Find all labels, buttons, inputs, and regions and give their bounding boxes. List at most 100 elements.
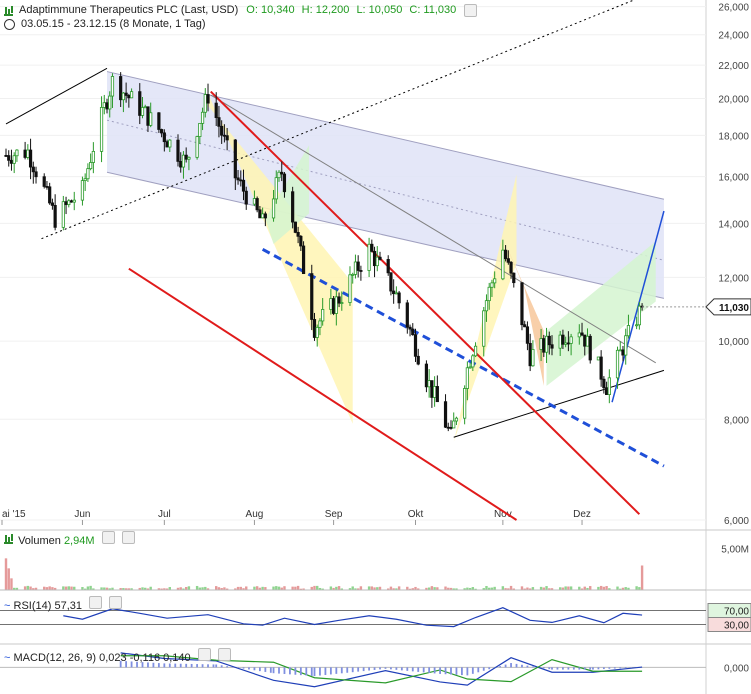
x-tick-label: Dez bbox=[573, 509, 591, 520]
volume-bar bbox=[408, 588, 412, 590]
candle-body bbox=[596, 356, 601, 361]
candle-body bbox=[503, 249, 508, 260]
macd-hist-bar bbox=[125, 661, 128, 668]
candle-body bbox=[176, 139, 180, 162]
macd-hist-bar bbox=[368, 667, 370, 671]
candle-body bbox=[359, 270, 363, 272]
candle-body bbox=[615, 349, 620, 379]
volume-bar bbox=[359, 586, 363, 590]
volume-bar bbox=[370, 586, 374, 590]
volume-bar bbox=[436, 587, 439, 590]
candle-body bbox=[411, 328, 415, 336]
macd-hist-bar bbox=[324, 667, 327, 675]
macd-settings-icon[interactable] bbox=[197, 648, 211, 661]
candle-body bbox=[528, 342, 532, 367]
volume-bar bbox=[512, 588, 515, 590]
volume-bar bbox=[583, 586, 586, 590]
volume-settings-icon[interactable] bbox=[101, 531, 115, 544]
macd-close-icon[interactable] bbox=[217, 648, 231, 661]
volume-bar bbox=[146, 588, 150, 590]
candle-body bbox=[258, 209, 262, 219]
volume-bar bbox=[356, 588, 360, 590]
regression-channel bbox=[107, 71, 664, 299]
volume-bar bbox=[258, 587, 262, 590]
candle-body bbox=[318, 320, 322, 328]
candle-body bbox=[12, 155, 16, 164]
volume-bar bbox=[318, 587, 322, 590]
candle-body bbox=[217, 117, 221, 127]
candle-body bbox=[48, 186, 52, 204]
volume-close-icon[interactable] bbox=[121, 531, 135, 544]
volume-bar bbox=[526, 587, 529, 590]
candles bbox=[4, 72, 644, 432]
volume-bar bbox=[548, 588, 551, 590]
macd-hist-bar bbox=[179, 663, 182, 668]
candle-body bbox=[4, 155, 8, 157]
volume-bar bbox=[206, 588, 210, 590]
candle-body bbox=[577, 332, 581, 338]
candle-body bbox=[405, 302, 409, 328]
macd-hist-bar bbox=[163, 663, 166, 668]
volume-bar bbox=[130, 588, 133, 590]
candle-body bbox=[261, 213, 265, 219]
volume-bar bbox=[53, 587, 57, 590]
candle-body bbox=[607, 377, 611, 395]
volume-bar bbox=[294, 586, 297, 590]
volume-bar bbox=[92, 588, 95, 590]
macd-hist-bar bbox=[168, 663, 171, 668]
candle-body bbox=[427, 380, 431, 388]
rsi-close-icon[interactable] bbox=[109, 596, 123, 609]
macd-hist-bar bbox=[592, 667, 594, 670]
volume-bar bbox=[275, 586, 278, 590]
volume-bar bbox=[26, 585, 30, 590]
macd-hist-bar bbox=[433, 667, 436, 674]
candle-body bbox=[140, 107, 145, 116]
macd-hist-bar bbox=[346, 667, 349, 673]
candle-body bbox=[195, 136, 199, 158]
macd-y-tick: 0,000 bbox=[724, 663, 749, 674]
volume-bar bbox=[337, 586, 341, 590]
volume-bar bbox=[332, 587, 335, 590]
channel-lower-line bbox=[106, 171, 665, 299]
candle-body bbox=[64, 201, 68, 206]
candle-body bbox=[520, 282, 524, 326]
volume-bar bbox=[474, 588, 477, 590]
macd-hist-bar bbox=[185, 663, 188, 668]
volume-bar bbox=[599, 585, 603, 590]
x-tick-label: Okt bbox=[408, 509, 424, 520]
candle-body bbox=[501, 249, 505, 280]
candle-body bbox=[198, 122, 202, 137]
candle-body bbox=[102, 102, 106, 108]
macd-hist-bar bbox=[624, 667, 627, 669]
candle-body bbox=[241, 179, 246, 192]
volume-bar bbox=[302, 588, 305, 590]
candle-body bbox=[53, 205, 57, 228]
macd-hist-bar bbox=[567, 667, 570, 670]
candle-body bbox=[449, 427, 453, 429]
candle-body bbox=[168, 139, 172, 148]
candle-body bbox=[121, 92, 125, 101]
candle-body bbox=[179, 160, 183, 168]
macd-hist-bar bbox=[510, 663, 512, 668]
volume-bar bbox=[466, 587, 469, 590]
settings-icon[interactable] bbox=[464, 3, 478, 17]
volume-bar bbox=[316, 585, 319, 590]
volume-bar bbox=[545, 586, 548, 590]
volume-bar bbox=[482, 588, 485, 590]
candle-body bbox=[635, 324, 639, 327]
macd-hist-bar bbox=[289, 667, 291, 675]
rsi-level-box bbox=[707, 617, 751, 632]
macd-hist-bar bbox=[264, 667, 267, 672]
x-tick-label: Jun bbox=[74, 509, 90, 520]
macd-hist-bar bbox=[477, 667, 480, 673]
macd-hist-bar bbox=[357, 667, 360, 672]
volume-bar bbox=[389, 586, 393, 590]
volume-bar bbox=[138, 587, 141, 590]
volume-bar bbox=[539, 586, 543, 590]
candle-body bbox=[119, 76, 123, 101]
volume-bar bbox=[561, 587, 565, 590]
volume-bar bbox=[70, 586, 73, 590]
rsi-line bbox=[63, 607, 643, 628]
rsi-settings-icon[interactable] bbox=[89, 596, 103, 609]
